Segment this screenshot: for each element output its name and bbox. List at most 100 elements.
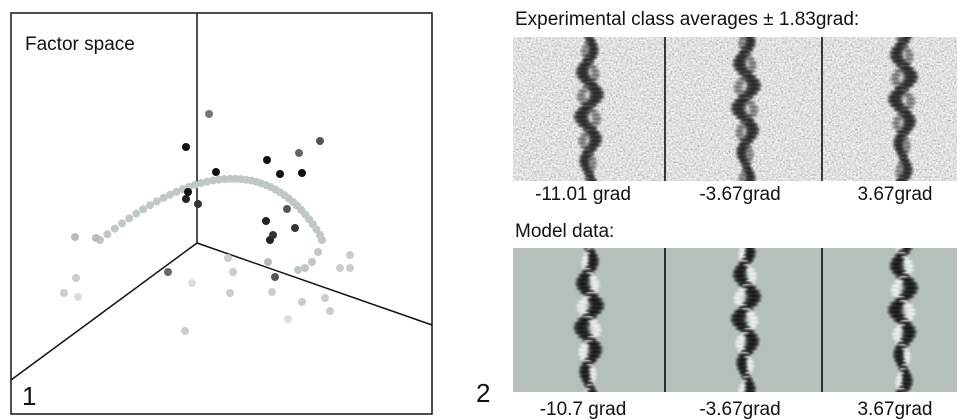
helix-blob xyxy=(749,320,759,324)
figure: Factor space 1 2 Experimental class aver… xyxy=(0,0,969,420)
helix-blob xyxy=(578,89,588,93)
helix-blob xyxy=(893,117,903,121)
helix-blob xyxy=(903,93,913,97)
helix-blob xyxy=(578,352,587,356)
point xyxy=(308,258,316,266)
point xyxy=(316,137,324,145)
helix-blob xyxy=(578,141,587,145)
helix-blob xyxy=(737,336,747,340)
helix-blob xyxy=(905,264,914,268)
helix-blob xyxy=(590,161,598,165)
helix-blob xyxy=(587,390,598,395)
helix-blob xyxy=(903,352,911,356)
helix-blob xyxy=(893,336,902,340)
panel-1: Factor space 1 xyxy=(11,13,432,414)
helix-blob xyxy=(590,280,599,284)
point xyxy=(182,195,190,203)
panel-frame xyxy=(11,13,432,414)
point xyxy=(294,266,302,274)
image-label: 3.67grad xyxy=(857,399,932,420)
point xyxy=(321,294,329,302)
helix-blob xyxy=(582,242,592,247)
helix-blob xyxy=(900,392,909,396)
point xyxy=(60,289,68,297)
point xyxy=(139,205,147,213)
helix-blob xyxy=(902,242,913,247)
point xyxy=(205,110,213,118)
helix-blob xyxy=(738,392,746,396)
helix-blob xyxy=(744,179,756,184)
point xyxy=(72,274,80,282)
point xyxy=(181,327,189,335)
point xyxy=(182,143,190,151)
helix-blob xyxy=(745,312,755,316)
helix-blob xyxy=(577,308,587,312)
image-label: -3.67grad xyxy=(699,399,780,420)
point xyxy=(125,214,133,222)
point xyxy=(268,288,276,296)
point xyxy=(229,268,237,276)
point xyxy=(264,258,272,266)
point xyxy=(184,188,192,196)
helix-blob xyxy=(902,31,913,36)
helix-blob xyxy=(895,244,903,248)
point xyxy=(298,169,306,177)
point xyxy=(271,273,279,281)
helix-blob xyxy=(891,284,901,288)
helix-blob xyxy=(892,332,901,336)
image-label: -10.7 grad xyxy=(540,399,627,420)
point xyxy=(346,264,354,272)
helix-blob xyxy=(890,77,900,81)
helix-blob xyxy=(905,97,915,101)
helix-blob xyxy=(591,73,600,77)
helix-blob xyxy=(733,85,743,89)
helix-blob xyxy=(587,244,594,248)
helix-blob xyxy=(735,133,744,137)
panel-2: 2 Experimental class averages ± 1.83grad… xyxy=(476,9,957,420)
point xyxy=(164,268,172,276)
helix-blob xyxy=(740,244,747,248)
panel-title: Factor space xyxy=(25,34,135,55)
helix-blob xyxy=(733,296,743,300)
helix-blob xyxy=(890,288,900,292)
point xyxy=(284,315,292,323)
helix-blob xyxy=(735,129,744,133)
helix-blob xyxy=(892,121,901,125)
helix-blob xyxy=(905,53,914,57)
helix-blob xyxy=(745,101,755,105)
helix-blob xyxy=(576,304,586,308)
point xyxy=(336,264,344,272)
point-cloud xyxy=(60,110,354,335)
point xyxy=(314,248,322,256)
helix-blob xyxy=(739,248,746,252)
helix-blob xyxy=(591,324,601,328)
point xyxy=(132,210,140,218)
helix-blob xyxy=(735,81,745,85)
panel-label: 1 xyxy=(22,381,36,411)
helix-blob xyxy=(588,65,597,69)
helix-blob xyxy=(738,177,745,181)
section-title: Model data: xyxy=(515,221,614,242)
image-label: -3.67grad xyxy=(699,184,780,205)
helix-blob xyxy=(588,276,597,280)
helix-blob xyxy=(891,73,901,77)
point xyxy=(301,264,309,272)
axis-line xyxy=(11,243,197,380)
point xyxy=(188,279,196,287)
helix-blob xyxy=(749,109,759,113)
helix-blob xyxy=(895,33,903,37)
point xyxy=(262,217,270,225)
axis-line xyxy=(197,243,432,325)
helix-blob xyxy=(903,304,913,308)
helix-blob xyxy=(743,31,753,36)
experimental-images xyxy=(513,31,957,190)
helix-blob xyxy=(748,61,757,65)
helix-blob xyxy=(743,242,753,247)
helix-blob xyxy=(592,328,602,332)
point xyxy=(146,201,154,209)
point xyxy=(326,307,334,315)
helix-blob xyxy=(578,348,587,352)
helix-blob xyxy=(739,37,746,41)
helix-blob xyxy=(590,372,598,376)
helix-blob xyxy=(893,125,902,129)
